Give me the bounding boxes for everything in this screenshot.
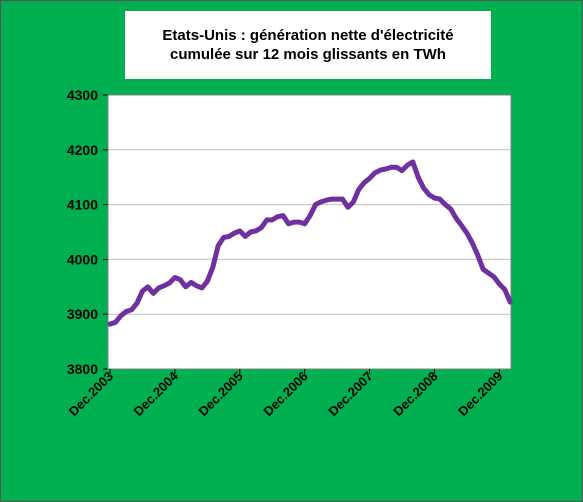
data-point	[330, 198, 333, 201]
x-tick-label: Dec.2009	[455, 369, 505, 419]
data-point	[493, 275, 496, 278]
data-point	[384, 168, 387, 171]
data-point	[465, 232, 468, 235]
data-point	[444, 203, 447, 206]
data-point	[368, 177, 371, 180]
gridlines	[108, 94, 511, 369]
data-point	[433, 197, 436, 200]
data-point	[341, 198, 344, 201]
data-point	[249, 231, 252, 234]
data-point	[146, 285, 149, 288]
data-point	[244, 235, 247, 238]
data-point	[336, 198, 339, 201]
data-point	[401, 169, 404, 172]
data-point	[217, 244, 220, 247]
chart-title: Etats-Unis : génération nette d'électric…	[125, 11, 491, 79]
y-tick-labels: 3800 3900 4000 4100 4200 4300	[67, 87, 98, 377]
data-point	[406, 164, 409, 167]
data-point	[292, 221, 295, 224]
data-point	[287, 222, 290, 225]
data-point	[265, 218, 268, 221]
data-point	[503, 288, 506, 291]
data-point	[422, 187, 425, 190]
plot-area	[108, 95, 511, 369]
data-point	[173, 276, 176, 279]
y-tick-label: 3900	[67, 306, 98, 322]
y-tick-label: 4200	[67, 142, 98, 158]
data-point	[114, 321, 117, 324]
data-point	[195, 284, 198, 287]
data-point	[109, 323, 112, 326]
data-point	[379, 169, 382, 172]
data-point	[482, 268, 485, 271]
data-point	[455, 217, 458, 220]
x-tick-label: Dec.2007	[325, 369, 375, 419]
data-point	[487, 272, 490, 275]
data-point	[228, 235, 231, 238]
data-point	[509, 301, 512, 304]
data-point	[374, 171, 377, 174]
data-point	[255, 229, 258, 232]
data-point	[200, 286, 203, 289]
data-point	[211, 266, 214, 269]
data-point	[438, 198, 441, 201]
data-point	[238, 229, 241, 232]
data-point	[222, 236, 225, 239]
data-point	[276, 215, 279, 218]
data-point	[206, 280, 209, 283]
series-layer	[107, 159, 513, 327]
data-point	[163, 284, 166, 287]
data-point	[314, 203, 317, 206]
data-point	[303, 222, 306, 225]
data-point	[417, 176, 420, 179]
data-point	[130, 308, 133, 311]
x-tick-label: Dec.2004	[131, 368, 182, 419]
data-point	[411, 160, 414, 163]
data-point	[346, 206, 349, 209]
data-point	[260, 226, 263, 229]
data-point	[119, 314, 122, 317]
data-point	[184, 285, 187, 288]
data-point	[449, 208, 452, 211]
data-point	[390, 166, 393, 169]
data-point	[125, 310, 128, 313]
chart-title-line-2: cumulée sur 12 mois glissants en TWh	[170, 46, 446, 63]
data-point	[141, 290, 144, 293]
y-tick-label: 4100	[67, 197, 98, 213]
x-tick-labels: Dec.2003 Dec.2004 Dec.2005 Dec.2006 Dec.2007…	[66, 368, 506, 419]
data-point	[357, 188, 360, 191]
y-tick-label: 4000	[67, 251, 98, 267]
data-point	[498, 283, 501, 286]
data-point	[233, 232, 236, 235]
data-point	[271, 218, 274, 221]
data-point	[363, 181, 366, 184]
data-point	[152, 292, 155, 295]
data-point	[428, 193, 431, 196]
data-point	[179, 278, 182, 281]
data-point	[476, 254, 479, 257]
data-point	[168, 282, 171, 285]
data-point	[325, 199, 328, 202]
data-point	[395, 166, 398, 169]
data-point	[352, 200, 355, 203]
x-tick-label: Dec.2006	[260, 369, 310, 419]
data-point	[471, 242, 474, 245]
data-point	[136, 302, 139, 305]
data-point	[282, 214, 285, 217]
x-tick-label: Dec.2005	[195, 369, 245, 419]
series-line	[107, 159, 513, 327]
data-point	[298, 221, 301, 224]
data-point	[319, 200, 322, 203]
data-point	[460, 224, 463, 227]
chart-title-line-1: Etats-Unis : génération nette d'électric…	[162, 27, 454, 44]
y-tick-label: 3800	[67, 361, 98, 377]
y-tick-label: 4300	[67, 87, 98, 103]
plot-border	[107, 94, 512, 370]
x-tick-label: Dec.2008	[390, 369, 440, 419]
data-point	[190, 281, 193, 284]
data-point	[157, 286, 160, 289]
data-point	[309, 214, 312, 217]
